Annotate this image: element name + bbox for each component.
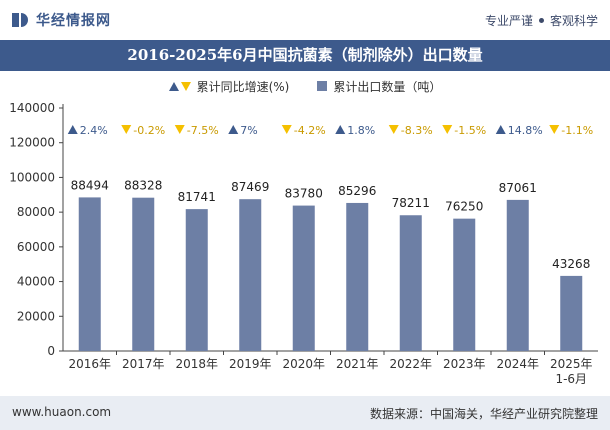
- chart-title: 2016-2025年6月中国抗菌素（制剂除外）出口数量: [0, 40, 610, 71]
- growth-up-marker: [67, 125, 78, 134]
- x-tick-label: 2017年: [122, 357, 165, 371]
- bar-value-label: 78211: [392, 196, 430, 210]
- y-tick-label: 140000: [9, 101, 55, 115]
- growth-label: 7%: [240, 124, 257, 137]
- growth-label: -8.3%: [401, 124, 433, 137]
- bar-value-label: 76250: [445, 200, 483, 214]
- bar-value-label: 87469: [231, 180, 269, 194]
- logo: 华经情报网: [12, 10, 111, 30]
- x-tick-label: 2024年: [496, 357, 539, 371]
- bar[interactable]: [132, 197, 155, 351]
- y-tick-label: 80000: [17, 205, 55, 219]
- growth-label: -0.2%: [133, 124, 165, 137]
- growth-label: -7.5%: [187, 124, 219, 137]
- x-tick-label: 2019年: [229, 357, 272, 371]
- bar-value-label: 81741: [178, 190, 216, 204]
- bar[interactable]: [346, 202, 369, 351]
- growth-up-marker: [495, 125, 506, 134]
- bar-chart: 0 20000 40000 60000 80000 100000 120000 140000 8…: [9, 101, 598, 386]
- growth-label: 1.8%: [347, 124, 375, 137]
- growth-label: -1.1%: [561, 124, 593, 137]
- footer: www.huaon.com 数据来源：中国海关，华经产业研究院整理: [0, 396, 610, 430]
- growth-down-marker: [442, 125, 453, 134]
- legend-growth: 累计同比增速(%): [168, 78, 290, 95]
- bar[interactable]: [399, 215, 422, 351]
- bar-value-label: 85296: [338, 184, 376, 198]
- y-tick-label: 60000: [17, 240, 55, 254]
- growth-up-marker: [228, 125, 239, 134]
- growth-label: 2.4%: [80, 124, 108, 137]
- growth-label: -1.5%: [454, 124, 486, 137]
- bar-value-label: 88328: [124, 179, 162, 193]
- x-tick-label: 2018年: [175, 357, 218, 371]
- growth-down-marker: [281, 125, 292, 134]
- slogan-left: 专业严谨: [484, 14, 533, 28]
- slogan: 专业严谨 客观科学: [485, 12, 598, 29]
- bar[interactable]: [292, 205, 315, 351]
- bar[interactable]: [78, 197, 101, 351]
- growth-label: -4.2%: [294, 124, 326, 137]
- bar-value-label: 83780: [285, 187, 323, 201]
- y-tick-label: 100000: [9, 170, 55, 184]
- y-tick-label: 20000: [17, 309, 55, 323]
- y-tick-label: 0: [47, 344, 55, 358]
- triangle-up-icon: [168, 81, 179, 91]
- top-bar: 华经情报网 专业严谨 客观科学: [0, 0, 610, 40]
- legend-volume: 累计出口数量（吨）: [317, 78, 441, 95]
- legend: 累计同比增速(%) 累计出口数量（吨）: [0, 76, 610, 96]
- bar[interactable]: [506, 199, 529, 351]
- logo-icon: [12, 11, 30, 29]
- y-tick-label: 40000: [17, 275, 55, 289]
- square-icon: [317, 81, 328, 91]
- growth-label: 14.8%: [508, 124, 543, 137]
- legend-volume-label: 累计出口数量（吨）: [333, 79, 442, 94]
- bar[interactable]: [185, 209, 208, 351]
- slogan-right: 客观科学: [549, 14, 598, 28]
- x-tick-label: 2023年: [443, 357, 486, 371]
- growth-down-marker: [549, 125, 560, 134]
- legend-growth-label: 累计同比增速(%): [196, 79, 290, 94]
- dot-icon: [538, 18, 544, 23]
- y-tick-label: 120000: [9, 136, 55, 150]
- growth-down-marker: [388, 125, 399, 134]
- bar[interactable]: [560, 275, 583, 351]
- x-tick-label: 2016年: [68, 357, 111, 371]
- bar-value-label: 87061: [499, 181, 537, 195]
- growth-down-marker: [174, 125, 185, 134]
- logo-text: 华经情报网: [36, 13, 111, 29]
- data-source: 数据来源：中国海关，华经产业研究院整理: [369, 407, 598, 421]
- bar-value-label: 88494: [71, 178, 109, 192]
- growth-up-marker: [335, 125, 346, 134]
- x-tick-label: 2021年: [336, 357, 379, 371]
- x-tick-label: 2025年 1-6月: [550, 357, 593, 386]
- x-tick-label: 2020年: [282, 357, 325, 371]
- triangle-down-icon: [180, 81, 191, 91]
- bar[interactable]: [453, 218, 476, 351]
- bar[interactable]: [239, 199, 262, 351]
- bar-value-label: 43268: [552, 257, 590, 271]
- website-link[interactable]: www.huaon.com: [12, 405, 112, 419]
- growth-down-marker: [121, 125, 132, 134]
- x-tick-label: 2022年: [389, 357, 432, 371]
